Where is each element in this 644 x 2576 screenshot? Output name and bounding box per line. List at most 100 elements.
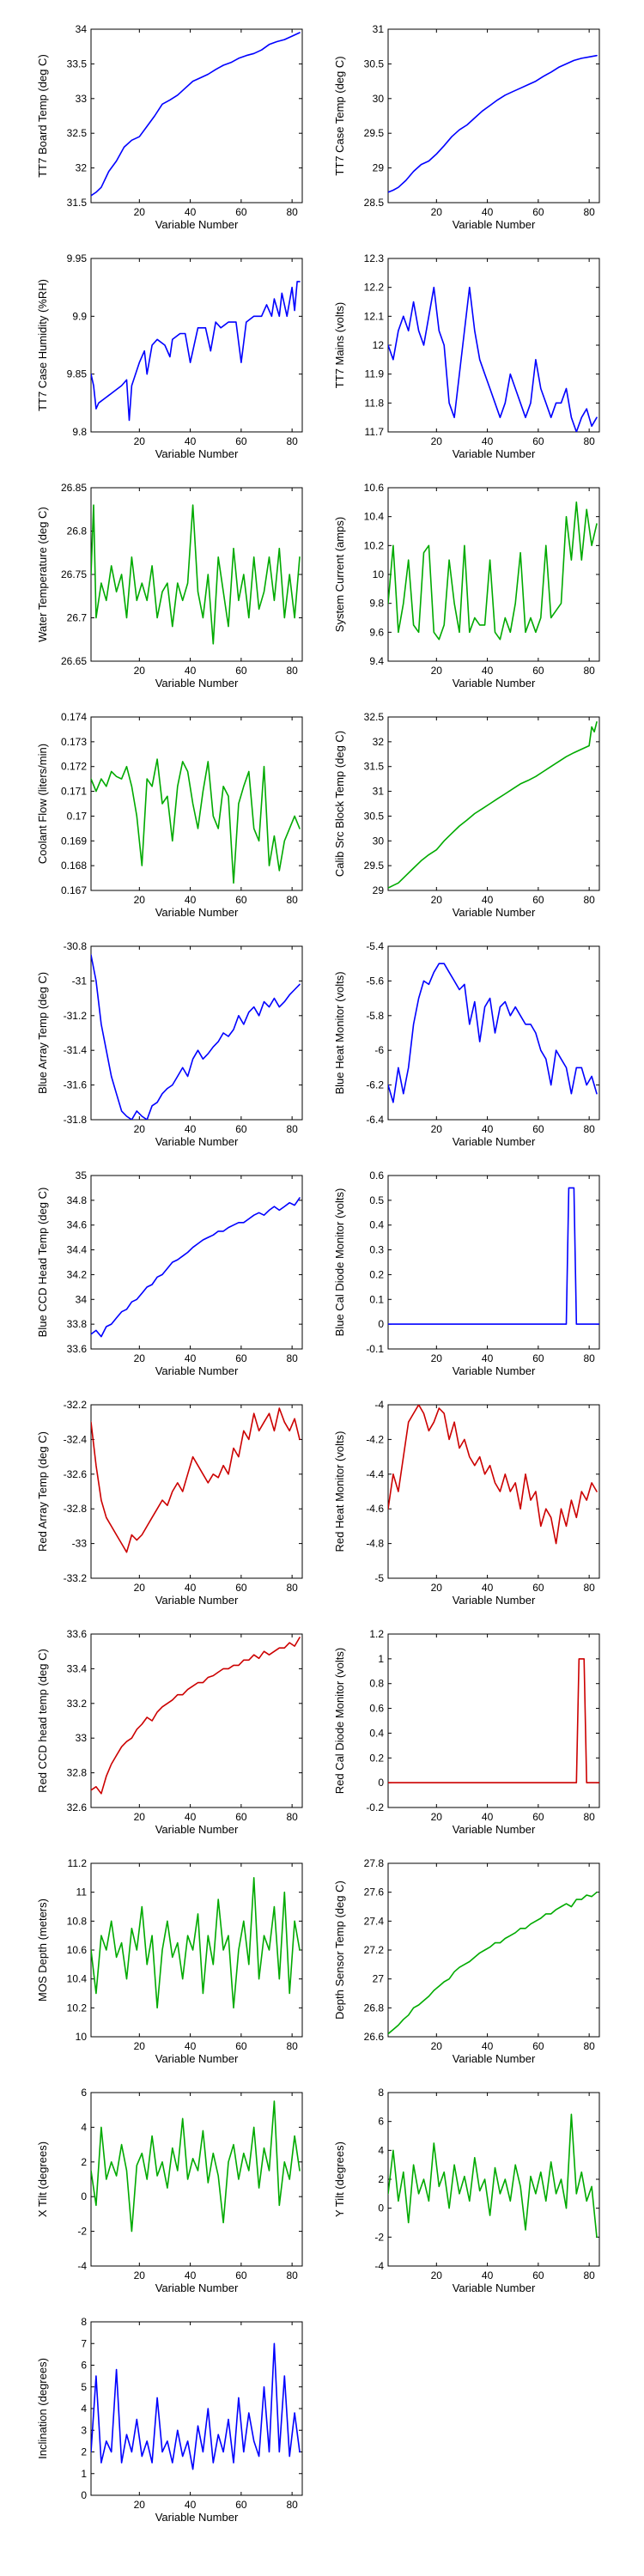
y-tick-label: 2 (378, 2173, 384, 2185)
x-tick-label: 40 (185, 1582, 197, 1594)
plot-frame (90, 1633, 303, 1808)
x-tick-label: 20 (431, 1352, 443, 1364)
x-tick-label: 60 (235, 1811, 247, 1823)
x-axis-label: Variable Number (155, 1364, 239, 1377)
y-tick-label: 33.5 (67, 58, 88, 70)
series-line (91, 504, 301, 645)
y-tick-label: 0 (81, 2190, 87, 2202)
y-tick-label: 0.174 (61, 711, 87, 723)
series-line (388, 1405, 598, 1545)
x-tick-label: 80 (583, 2269, 595, 2281)
plot-frame (387, 945, 600, 1121)
x-tick-label: 20 (431, 1123, 443, 1135)
y-tick-label: 11 (76, 1886, 88, 1899)
y-tick-label: 0.168 (61, 860, 87, 872)
y-tick-label: -4.4 (366, 1468, 384, 1480)
plot-frame (387, 487, 600, 662)
y-tick-label: 9.85 (67, 368, 88, 380)
y-tick-label: 4 (81, 2121, 87, 2133)
x-tick-label: 60 (532, 206, 544, 218)
x-tick-label: 80 (286, 206, 298, 218)
y-axis-label: Inclination (degrees) (36, 2358, 49, 2459)
series-line (388, 501, 598, 641)
x-tick-label: 80 (286, 435, 298, 447)
chart-11: 20 40 60 80 33.6 33.8 34 34.2 34.4 34.6 34.8 35 Vari… (36, 1170, 303, 1377)
y-tick-label: 0.172 (61, 761, 87, 773)
y-tick-label: 0 (378, 2202, 384, 2215)
y-tick-label: 9.6 (369, 626, 384, 638)
x-axis-label: Variable Number (155, 677, 239, 690)
x-tick-label: 20 (431, 1811, 443, 1823)
y-tick-label: 12.1 (364, 310, 385, 322)
x-tick-label: 80 (286, 1811, 298, 1823)
plot-frame (90, 716, 303, 891)
y-tick-label: 0.169 (61, 835, 87, 847)
x-tick-label: 60 (235, 1582, 247, 1594)
x-tick-label: 20 (134, 2269, 146, 2281)
x-axis-label: Variable Number (453, 906, 536, 919)
chart-16: 20 40 60 80 -0.2 0 0.2 0.4 0.6 0.8 1 1.2 Variable Nu… (333, 1628, 600, 1836)
y-tick-label: 0.167 (61, 884, 87, 896)
y-axis-label: Red Heat Monitor (volts) (333, 1431, 346, 1552)
series-line (91, 758, 301, 884)
y-tick-label: 10.8 (67, 1915, 88, 1927)
chart-14: 20 40 60 80 -5 -4.8 -4.6 -4.4 -4.2 -4 Variable Num… (333, 1399, 600, 1607)
x-tick-label: 60 (532, 435, 544, 447)
y-tick-label: -31 (72, 975, 88, 987)
y-tick-label: -4.6 (366, 1503, 384, 1515)
y-tick-label: 0.2 (369, 1268, 384, 1280)
y-axis-label: TT7 Case Temp (deg C) (333, 56, 346, 175)
x-tick-label: 60 (532, 894, 544, 906)
x-tick-label: 40 (185, 1123, 197, 1135)
y-tick-label: 34.8 (67, 1194, 88, 1206)
y-tick-label: -32.8 (64, 1503, 88, 1515)
y-tick-label: -33.2 (64, 1572, 88, 1584)
series-line (91, 1197, 301, 1338)
x-tick-label: 20 (431, 894, 443, 906)
x-tick-label: 20 (134, 2040, 146, 2052)
y-axis-label: TT7 Board Temp (deg C) (36, 54, 49, 178)
y-tick-label: 4 (81, 2403, 87, 2415)
y-axis-label: TT7 Mains (volts) (333, 302, 346, 388)
y-tick-label: -5.8 (366, 1010, 384, 1022)
y-tick-label: -0.2 (366, 1801, 384, 1814)
x-axis-label: Variable Number (155, 1823, 239, 1836)
y-tick-label: -4.2 (366, 1433, 384, 1445)
plot-frame (387, 1633, 600, 1808)
x-tick-label: 60 (532, 2040, 544, 2052)
y-axis-label: Blue Heat Monitor (volts) (333, 971, 346, 1094)
x-tick-label: 40 (185, 1811, 197, 1823)
y-tick-label: 32.5 (67, 127, 88, 139)
y-tick-label: -31.8 (64, 1114, 88, 1126)
y-tick-label: 32 (76, 162, 88, 174)
y-tick-label: 10.4 (364, 511, 385, 523)
chart-3: 20 40 60 80 9.8 9.85 9.9 9.95 Variable Number TT7… (36, 252, 303, 460)
y-tick-label: 0 (81, 2489, 87, 2501)
y-tick-label: 1 (378, 1653, 384, 1665)
y-tick-label: 32.5 (364, 711, 385, 723)
y-tick-label: 30.5 (364, 810, 385, 822)
y-tick-label: 0.6 (369, 1170, 384, 1182)
x-tick-label: 20 (134, 2499, 146, 2511)
x-tick-label: 40 (482, 1582, 494, 1594)
y-tick-label: 31.5 (67, 197, 88, 209)
plot-frame (387, 1175, 600, 1350)
x-tick-label: 40 (185, 206, 197, 218)
series-line (388, 963, 598, 1103)
chart-18: 20 40 60 80 26.6 26.8 27 27.2 27.4 27.6 27.8 Variab… (333, 1857, 600, 2065)
y-tick-label: 0.2 (369, 1752, 384, 1764)
x-axis-label: Variable Number (453, 1594, 536, 1607)
chart-4: 20 40 60 80 11.7 11.8 11.9 12 12.1 12.2 12.3 Variab… (333, 252, 600, 460)
y-tick-label: 10.6 (67, 1944, 88, 1956)
y-tick-label: 26.8 (67, 526, 88, 538)
x-tick-label: 40 (185, 2040, 197, 2052)
y-tick-label: 28.5 (364, 197, 385, 209)
y-axis-label: X Tilt (degrees) (36, 2142, 49, 2217)
y-axis-label: TT7 Case Humidity (%RH) (36, 279, 49, 411)
x-tick-label: 20 (134, 1811, 146, 1823)
y-tick-label: -32.2 (64, 1399, 88, 1411)
y-tick-label: 29.5 (364, 860, 385, 872)
series-line (388, 2113, 598, 2239)
y-tick-label: 11.2 (68, 1857, 88, 1869)
y-tick-label: 11.7 (365, 426, 385, 438)
